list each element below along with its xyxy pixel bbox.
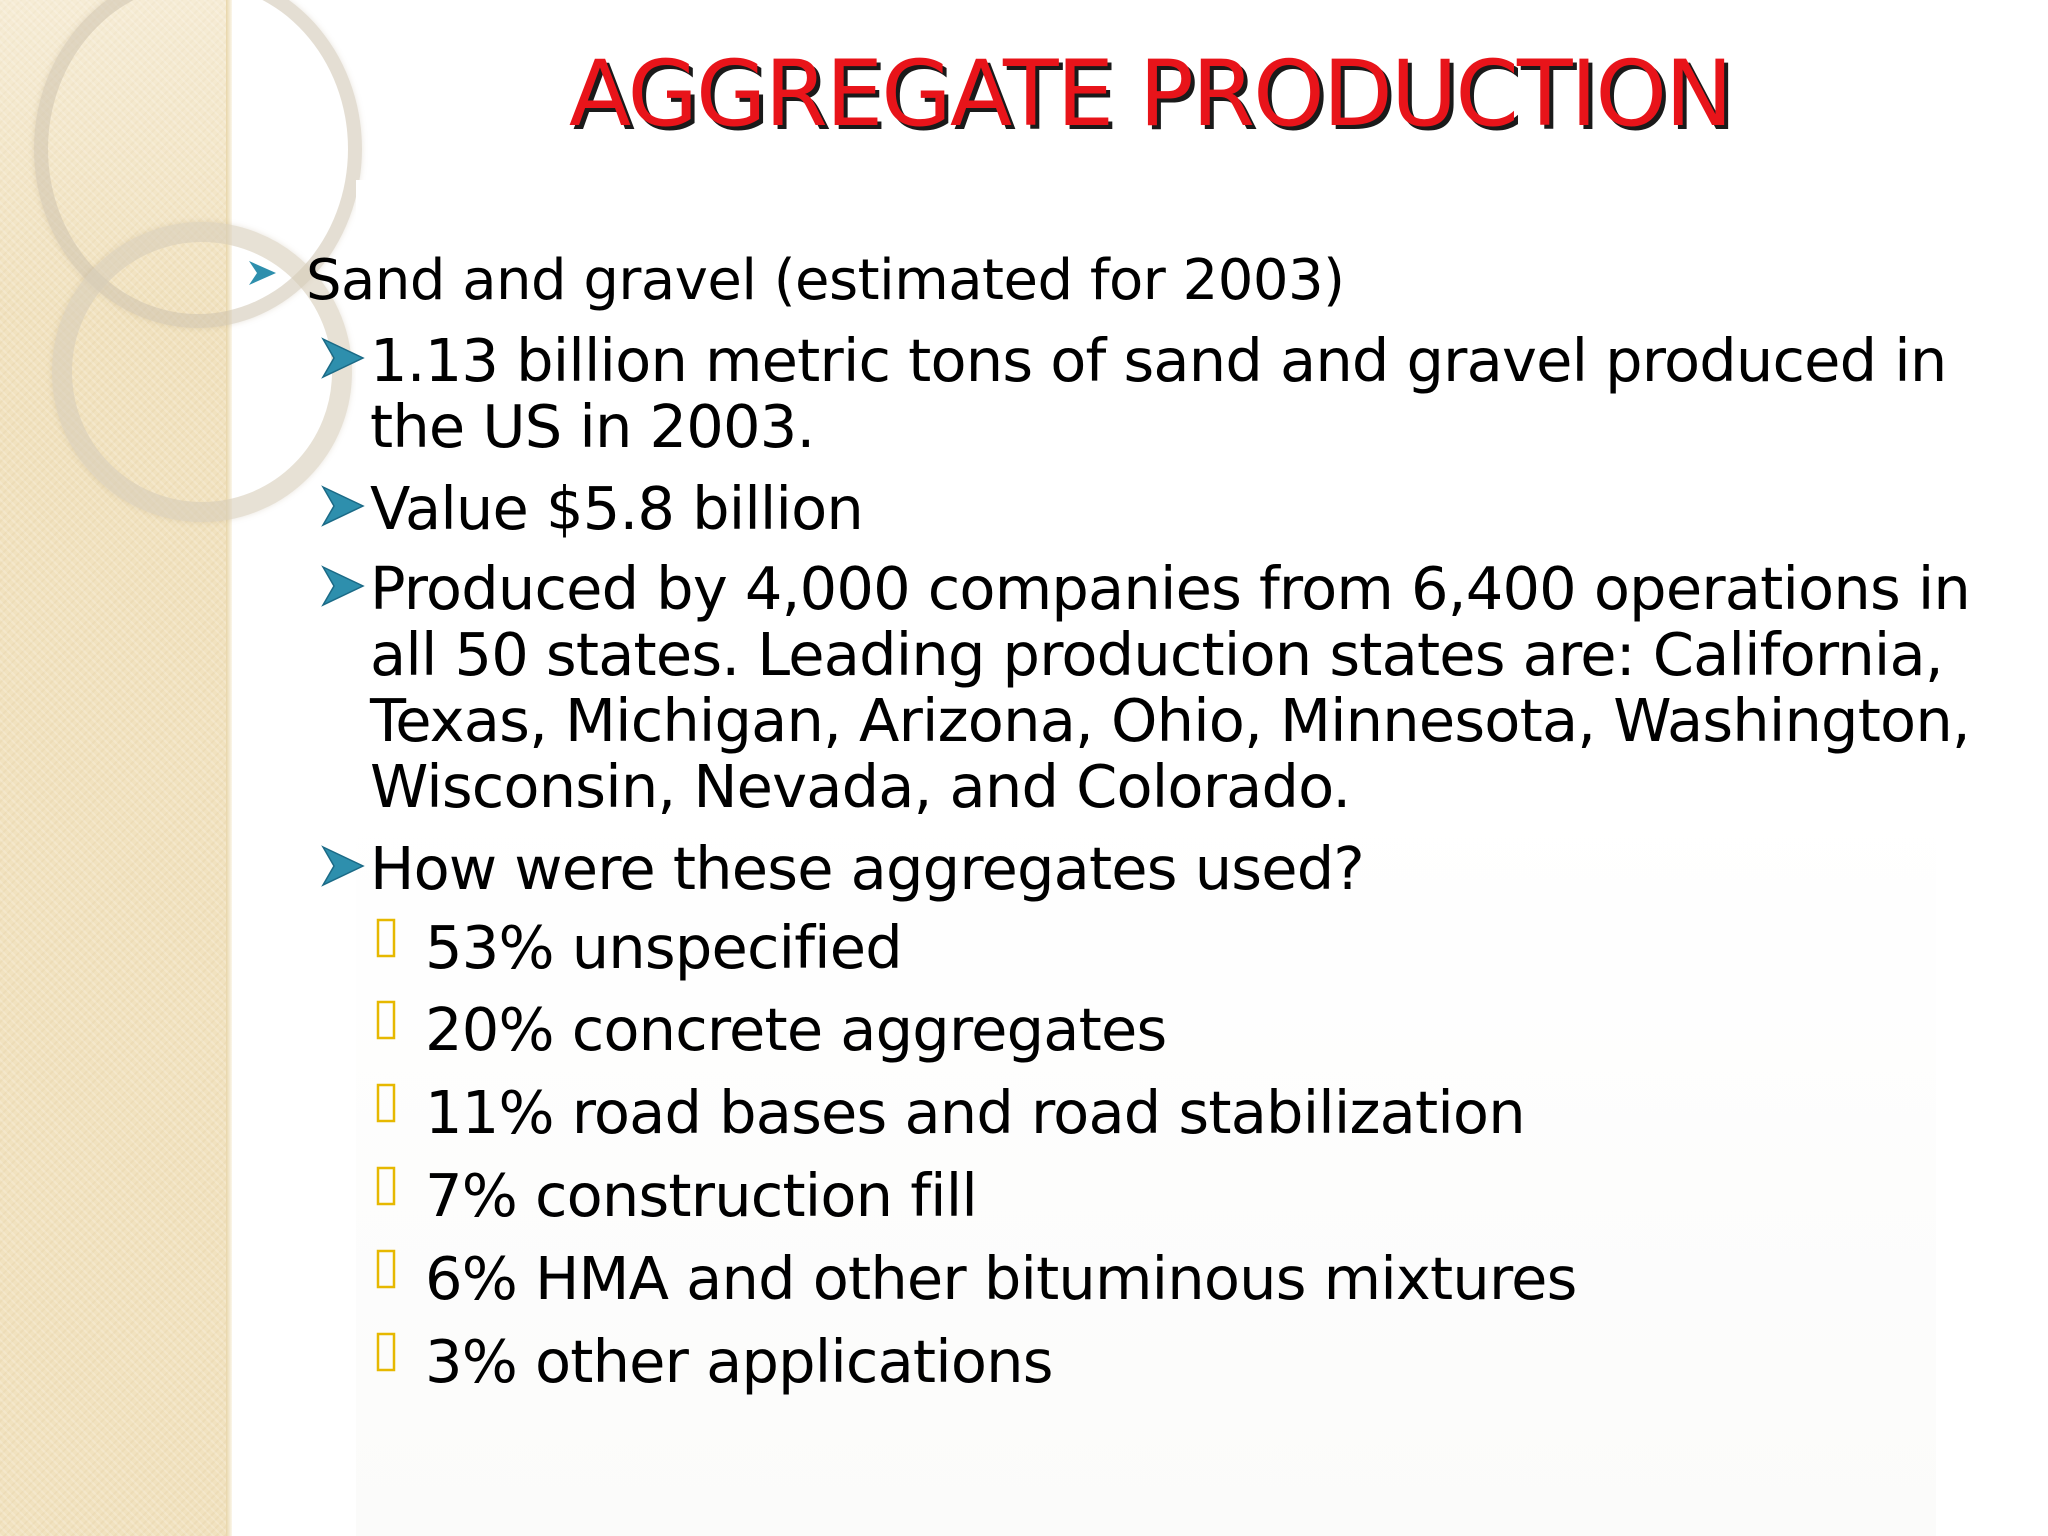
box-glyph-icon	[376, 1166, 396, 1206]
box-glyph-icon	[376, 918, 396, 958]
bullet-level2-item-1: 1.13 billion metric tons of sand and gra…	[370, 326, 1947, 461]
bullet-level2-item-4: How were these aggregates used?	[370, 834, 1365, 903]
arrow-right-icon	[249, 261, 276, 285]
bullet-level3-item: 11% road bases and road stabilization	[425, 1078, 1526, 1147]
slide-title: AGGREGATE PRODUCTION	[568, 42, 1733, 147]
box-glyph-icon	[376, 1332, 396, 1372]
bullet-level1-text: Sand and gravel (estimated for 2003)	[306, 248, 1345, 313]
bullet-line: Value $5.8 billion	[370, 474, 864, 543]
bullet-level3-item: 3% other applications	[425, 1327, 1053, 1396]
arrow-right-icon	[321, 845, 365, 887]
bullet-level2-item-2: Value $5.8 billion	[370, 474, 864, 543]
bullet-level3-item: 20% concrete aggregates	[425, 995, 1167, 1064]
arrow-right-icon	[321, 337, 365, 379]
bullet-level2-item-3: Produced by 4,000 companies from 6,400 o…	[370, 554, 1971, 821]
arrow-right-icon	[321, 565, 365, 607]
bullet-level3-item: 6% HMA and other bituminous mixtures	[425, 1244, 1577, 1313]
box-glyph-icon	[376, 1000, 396, 1040]
content-pane	[356, 180, 1936, 1536]
bullet-line: 1.13 billion metric tons of sand and gra…	[370, 326, 1947, 395]
box-glyph-icon	[376, 1083, 396, 1123]
bullet-line: How were these aggregates used?	[370, 834, 1365, 903]
bullet-line: Texas, Michigan, Arizona, Ohio, Minnesot…	[370, 686, 1971, 755]
bullet-level3-item: 53% unspecified	[425, 913, 903, 982]
bullet-level3-item: 7% construction fill	[425, 1161, 978, 1230]
side-strip-edge	[226, 0, 232, 1536]
bullet-line: all 50 states. Leading production states…	[370, 620, 1944, 689]
arrow-right-icon	[321, 485, 365, 527]
bullet-line: Wisconsin, Nevada, and Colorado.	[370, 752, 1351, 821]
bullet-line: Produced by 4,000 companies from 6,400 o…	[370, 554, 1971, 623]
bullet-line: the US in 2003.	[370, 392, 815, 461]
box-glyph-icon	[376, 1249, 396, 1289]
